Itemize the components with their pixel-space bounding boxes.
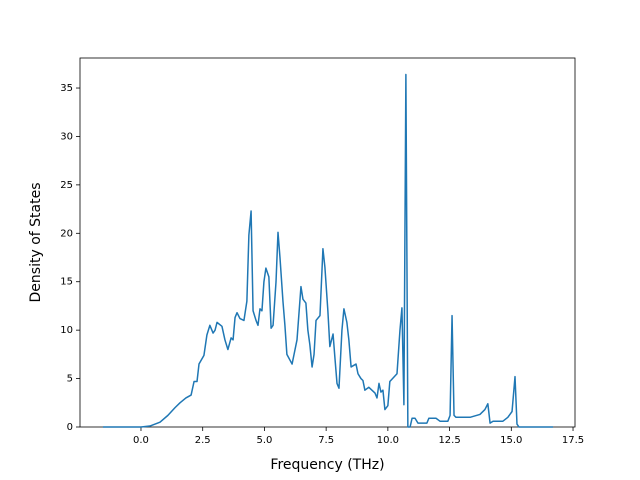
x-tick-label: 7.5 bbox=[318, 435, 334, 446]
y-tick-label: 5 bbox=[67, 374, 73, 385]
x-tick-label: 2.5 bbox=[195, 435, 211, 446]
x-tick-label: 5.0 bbox=[256, 435, 272, 446]
x-tick-label: 15.0 bbox=[500, 435, 522, 446]
y-tick-label: 35 bbox=[60, 83, 73, 94]
y-tick-label: 15 bbox=[60, 277, 73, 288]
line-series bbox=[102, 73, 554, 428]
plot-frame bbox=[79, 57, 576, 428]
y-tick-label: 10 bbox=[60, 325, 73, 336]
x-tick-label: 10.0 bbox=[377, 435, 399, 446]
x-axis-label: Frequency (THz) bbox=[270, 457, 384, 473]
y-axis-label: Density of States bbox=[28, 183, 44, 303]
y-tick-label: 30 bbox=[60, 131, 73, 142]
y-tick-label: 25 bbox=[60, 180, 73, 191]
y-tick-label: 0 bbox=[67, 422, 73, 433]
x-tick-label: 0.0 bbox=[133, 435, 149, 446]
y-tick-label: 20 bbox=[60, 228, 73, 239]
x-tick-label: 12.5 bbox=[438, 435, 460, 446]
x-tick-label: 17.5 bbox=[562, 435, 584, 446]
